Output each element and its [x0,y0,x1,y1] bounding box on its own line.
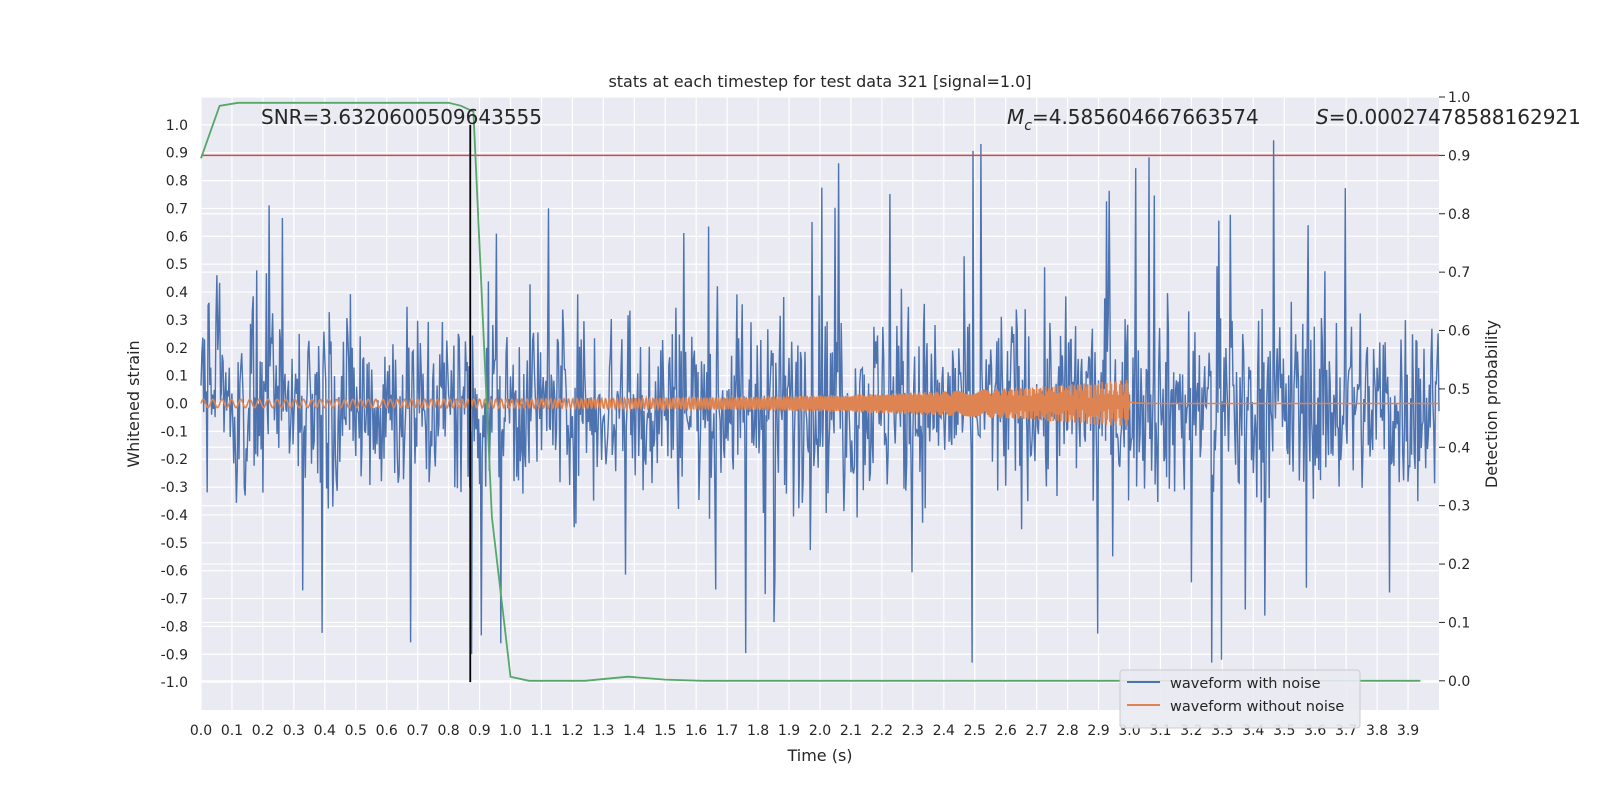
s-value: =0.00027478588162921 [1329,105,1581,129]
s-annotation: S=0.00027478588162921 [1316,105,1581,129]
chart-title: stats at each timestep for test data 321… [608,72,1031,91]
y2-tick-label: 0.7 [1448,265,1470,281]
x-tick-label: 0.9 [468,723,490,739]
y-tick-label: 0.5 [166,257,188,273]
y-tick-label: -0.5 [161,536,188,552]
x-tick-label: 2.2 [871,723,893,739]
y-tick-label: -1.0 [161,675,188,691]
series-layer [200,101,1440,683]
series-line-waveform-with-noise [200,140,1440,663]
y-tick-label: 0.7 [166,201,188,217]
x-tick-label: 1.6 [685,723,707,739]
y-tick-label: -0.4 [161,508,188,524]
y-tick-label: 0.9 [166,146,188,162]
legend: waveform with noise waveform without noi… [1119,669,1361,729]
x-tick-label: 2.6 [995,723,1017,739]
x-tick-label: 0.3 [283,723,305,739]
x-tick-label: 2.0 [809,723,831,739]
y-tick-label: -0.8 [161,619,188,635]
x-tick-label: 1.0 [499,723,521,739]
y-tick-label: 0.1 [166,369,188,385]
x-tick-label: 2.5 [964,723,986,739]
snr-annotation: SNR=3.6320600509643555 [261,105,542,129]
series-line-waveform-without-noise [200,380,1439,427]
x-tick-label: 2.4 [933,723,955,739]
x-tick-label: 0.2 [252,723,274,739]
x-tick-label: 2.8 [1056,723,1078,739]
x-tick-label: 0.6 [376,723,398,739]
y-tick-label: 0.2 [166,341,188,357]
y2-tick-label: 0.5 [1448,382,1470,398]
x-tick-label: 3.8 [1366,723,1388,739]
y2-tick-label: 0.1 [1448,615,1470,631]
x-tick-label: 1.4 [623,723,645,739]
chirp-mass-value: =4.585604667663574 [1032,105,1259,129]
y2-tick-label: 1.0 [1448,90,1470,106]
chirp-mass-subscript: c [1024,118,1032,134]
x-tick-label: 0.4 [314,723,336,739]
y2-tick-label: 0.9 [1448,148,1470,164]
x-tick-label: 2.3 [902,723,924,739]
x-tick-label: 0.1 [221,723,243,739]
x-tick-label: 1.9 [778,723,800,739]
y-tick-label: -0.6 [161,564,188,580]
y2-tick-label: 0.0 [1448,674,1470,690]
x-axis-label: Time (s) [786,746,852,765]
y2-tick-label: 0.3 [1448,499,1470,515]
y2-tick-label: 0.8 [1448,207,1470,223]
y-tick-label: -0.3 [161,480,188,496]
x-tick-label: 2.9 [1087,723,1109,739]
y-tick-label: -0.7 [161,592,188,608]
x-tick-label: 3.9 [1397,723,1419,739]
y-tick-label: 0.0 [166,397,188,413]
y-tick-label: 1.0 [166,118,188,134]
y2-tick-label: 0.2 [1448,557,1470,573]
x-tick-label: 1.3 [592,723,614,739]
chirp-mass-symbol: M [1007,105,1024,129]
y-axis-label: Whitened strain [124,340,143,467]
y-tick-label: 0.4 [166,285,188,301]
x-tick-label: 1.7 [716,723,738,739]
y-tick-label: -0.9 [161,647,188,663]
s-symbol: S [1316,105,1329,129]
x-tick-label: 0.7 [407,723,429,739]
x-tick-label: 2.7 [1026,723,1048,739]
x-tick-label: 0.5 [345,723,367,739]
x-tick-label: 0.8 [437,723,459,739]
legend-label-noise: waveform with noise [1170,676,1321,692]
x-tick-label: 0.0 [190,723,212,739]
y-tick-label: -0.2 [161,452,188,468]
series-line-detection-probability [200,101,1421,682]
y2-axis-label: Detection probability [1482,320,1501,488]
x-tick-label: 1.1 [530,723,552,739]
y-tick-label: 0.6 [166,229,188,245]
y-tick-label: 0.3 [166,313,188,329]
legend-label-clean: waveform without noise [1170,699,1344,715]
chirp-mass-annotation: Mc=4.585604667663574 [1007,105,1259,134]
x-tick-label: 1.8 [747,723,769,739]
x-tick-label: 1.5 [654,723,676,739]
legend-box [1119,669,1361,729]
y-tick-label: 0.8 [166,174,188,190]
y2-tick-label: 0.4 [1448,440,1470,456]
y2-tick-label: 0.6 [1448,324,1470,340]
y-tick-label: -0.1 [161,424,188,440]
x-tick-label: 2.1 [840,723,862,739]
x-tick-label: 1.2 [561,723,583,739]
